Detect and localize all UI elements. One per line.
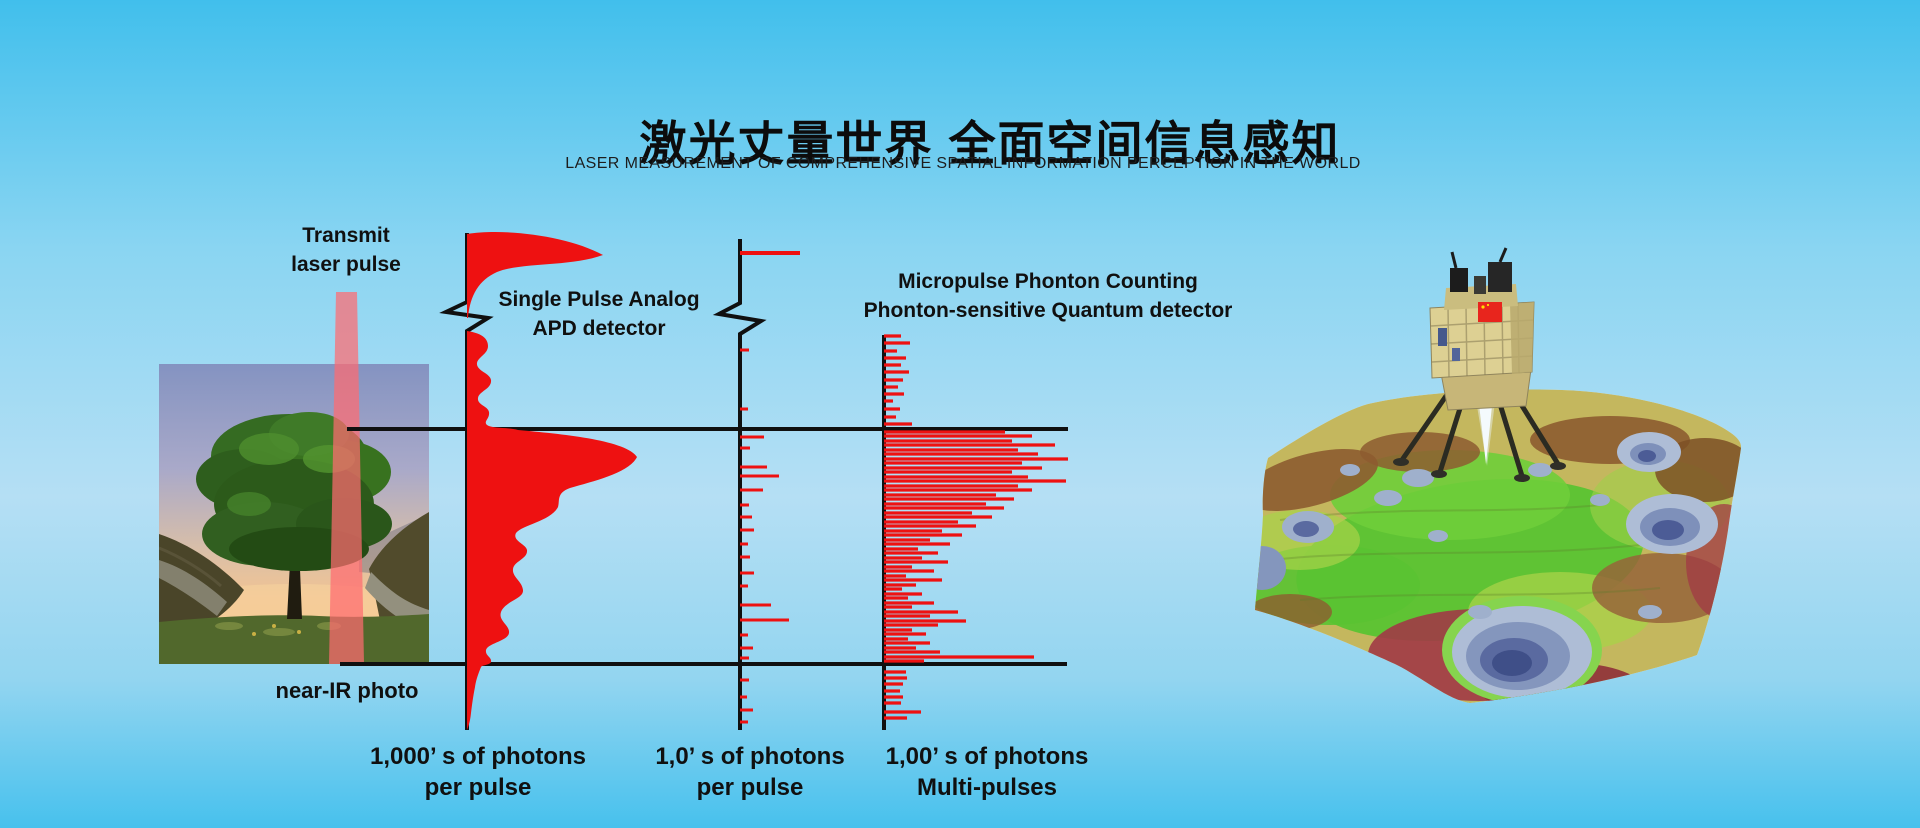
analog-detector-label: Single Pulse Analog APD detector — [498, 288, 700, 340]
lander-feet — [1393, 458, 1566, 482]
transmit-pulse-shape — [467, 232, 603, 318]
lander-instruments — [1450, 247, 1512, 294]
sparse-photons-caption: 1,0’ s of photons per pulse — [655, 743, 845, 801]
accumulated-photon-plot — [882, 334, 1068, 730]
sparse-axis — [712, 239, 767, 730]
lander-legs — [1399, 393, 1561, 479]
transmit-laser-pulse-label: Transmit laser pulse — [291, 224, 401, 276]
page-title: 激光丈量世界 全面空间信息感知 — [639, 117, 1341, 171]
left-embankment — [158, 534, 244, 642]
lunar-lander-icon — [1393, 247, 1566, 482]
terrain-map-image — [1255, 389, 1742, 703]
lander-window — [1438, 328, 1447, 346]
laser-beam-shape — [329, 292, 364, 664]
quantum-detector-label: Micropulse Phonton Counting Phonton-sens… — [863, 270, 1233, 322]
lander-window — [1452, 348, 1460, 361]
crater — [1617, 432, 1681, 472]
analog-photons-caption: 1,000’ s of photons per pulse — [369, 743, 587, 801]
crater — [1255, 546, 1286, 590]
page-subtitle: LASER MEASUREMENT OF COMPREHENSIVE SPATI… — [565, 155, 1361, 172]
sparse-photon-plot — [712, 239, 800, 730]
lander-body-shade — [1510, 302, 1534, 374]
near-ir-photo-label: near-IR photo — [275, 678, 419, 703]
crater — [1282, 511, 1334, 543]
crater — [1442, 596, 1602, 703]
china-flag — [1478, 302, 1502, 322]
laser-beam — [329, 292, 364, 664]
multipulse-photons-caption: 1,00’ s of photons Multi-pulses — [885, 743, 1089, 801]
small-craters — [1340, 463, 1662, 619]
analog-return-waveform — [467, 331, 637, 730]
lander-beam — [1478, 396, 1493, 464]
analog-waveform-plot — [439, 232, 637, 730]
crater — [1626, 494, 1718, 554]
